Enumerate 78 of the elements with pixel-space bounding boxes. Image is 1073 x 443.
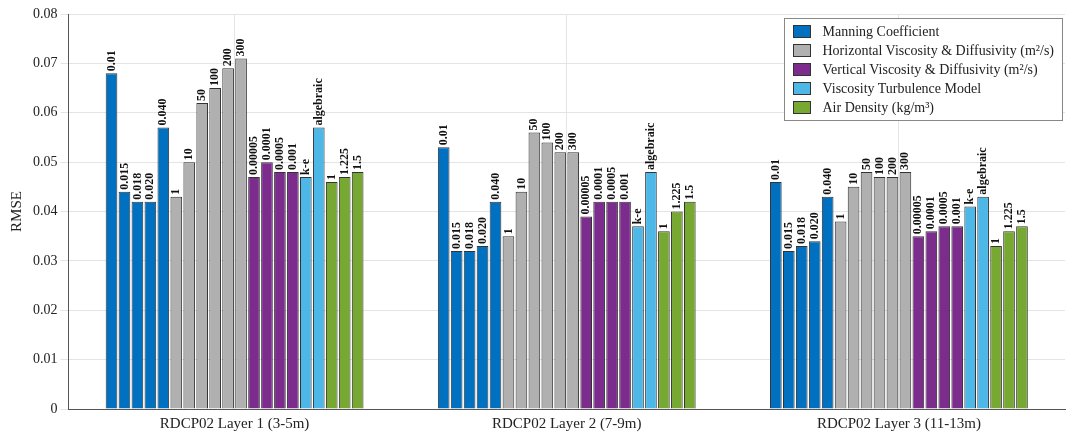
- annotation: k-e: [297, 158, 312, 175]
- y-tick-label: 0.07: [33, 55, 58, 71]
- annotation: 200: [220, 48, 235, 67]
- x-tick-label: RDCP02 Layer 3 (11-13m): [816, 414, 981, 432]
- annotation: 10: [181, 148, 196, 161]
- annotation: 0.01: [103, 50, 118, 72]
- legend-label: Air Density (kg/m³): [822, 99, 935, 117]
- annotation: 300: [565, 132, 580, 151]
- annotation: 1.5: [349, 155, 364, 170]
- annotation: 200: [884, 156, 899, 175]
- annotation: 0.040: [487, 172, 502, 200]
- annotation: 1: [168, 188, 183, 195]
- annotation: algebraic: [310, 77, 325, 126]
- y-tick-label: 0: [50, 400, 58, 416]
- annotation: 0.0005: [272, 137, 287, 170]
- annotation: 0.0005: [604, 166, 619, 200]
- annotation: 0.00005: [246, 135, 261, 175]
- annotation: 0.0001: [591, 166, 606, 200]
- y-tick-label: 0.04: [33, 203, 58, 219]
- annotation: 1: [656, 223, 670, 230]
- annotation: 300: [233, 38, 248, 57]
- annotation: 0.018: [461, 222, 476, 249]
- annotation: 0.001: [617, 172, 632, 200]
- annotation: 100: [871, 156, 886, 175]
- annotation: 0.0001: [923, 196, 938, 230]
- annotation: 1: [323, 173, 338, 180]
- annotation: 200: [552, 132, 567, 151]
- annotation: 0.020: [474, 217, 489, 245]
- y-axis-title: RMSE: [7, 191, 24, 232]
- annotation: 0.015: [116, 162, 131, 190]
- annotation: 0.001: [284, 143, 299, 170]
- annotation: 0.040: [155, 98, 170, 126]
- x-tick-label: RDCP02 Layer 2 (7-9m): [491, 414, 642, 432]
- annotation: 0.040: [819, 167, 834, 195]
- annotation: 0.01: [767, 158, 782, 180]
- annotation: 1.5: [1014, 209, 1029, 225]
- annotation: 50: [194, 88, 209, 101]
- annotation: 0.018: [793, 217, 808, 245]
- annotation: 0.018: [129, 172, 144, 200]
- annotation: 0.015: [448, 222, 463, 249]
- annotation: 100: [539, 122, 554, 141]
- annotation: 1.225: [1001, 202, 1016, 230]
- annotation: algebraic: [975, 146, 990, 195]
- annotation: 0.00005: [910, 195, 925, 235]
- y-tick-label: 0.08: [33, 5, 58, 21]
- annotation: 0.015: [780, 222, 795, 249]
- annotation: algebraic: [643, 122, 658, 170]
- annotation: 50: [858, 158, 873, 170]
- annotation: 0.020: [142, 172, 157, 200]
- y-tick-label: 0.05: [33, 153, 58, 169]
- annotation: 0.00005: [578, 175, 593, 215]
- annotation: 1: [832, 213, 847, 220]
- annotation: 0.0005: [936, 191, 951, 225]
- annotation: k-e: [962, 187, 977, 205]
- annotation: 300: [897, 152, 912, 170]
- x-tick-label: RDCP02 Layer 1 (3-5m): [159, 414, 310, 432]
- legend-label: Vertical Viscosity & Diffusivity (m²/s): [822, 61, 1038, 79]
- annotation: 1.5: [681, 184, 696, 200]
- annotation: k-e: [630, 207, 645, 225]
- y-tick-label: 0.06: [33, 104, 58, 120]
- annotation: 100: [207, 68, 222, 87]
- legend-label: Horizontal Viscosity & Diffusivity (m²/s): [822, 42, 1054, 60]
- annotation: 10: [513, 177, 528, 190]
- annotation: 1.225: [668, 182, 683, 210]
- annotation: 0.001: [949, 197, 964, 225]
- legend-label: Viscosity Turbulence Model: [822, 80, 982, 98]
- annotation: 50: [526, 118, 541, 131]
- y-tick-label: 0.01: [33, 351, 58, 367]
- y-tick-label: 0.02: [33, 301, 58, 317]
- y-tick-label: 0.03: [33, 252, 58, 268]
- annotation: 1: [988, 238, 1003, 245]
- annotation: 0.020: [806, 212, 821, 240]
- annotation: 0.01: [435, 124, 450, 146]
- annotation: 0.0001: [259, 127, 274, 161]
- annotation: 10: [845, 172, 860, 185]
- annotation: 1: [500, 228, 515, 235]
- annotation: 1.225: [336, 147, 351, 175]
- legend-label: Manning Coefficient: [822, 23, 940, 41]
